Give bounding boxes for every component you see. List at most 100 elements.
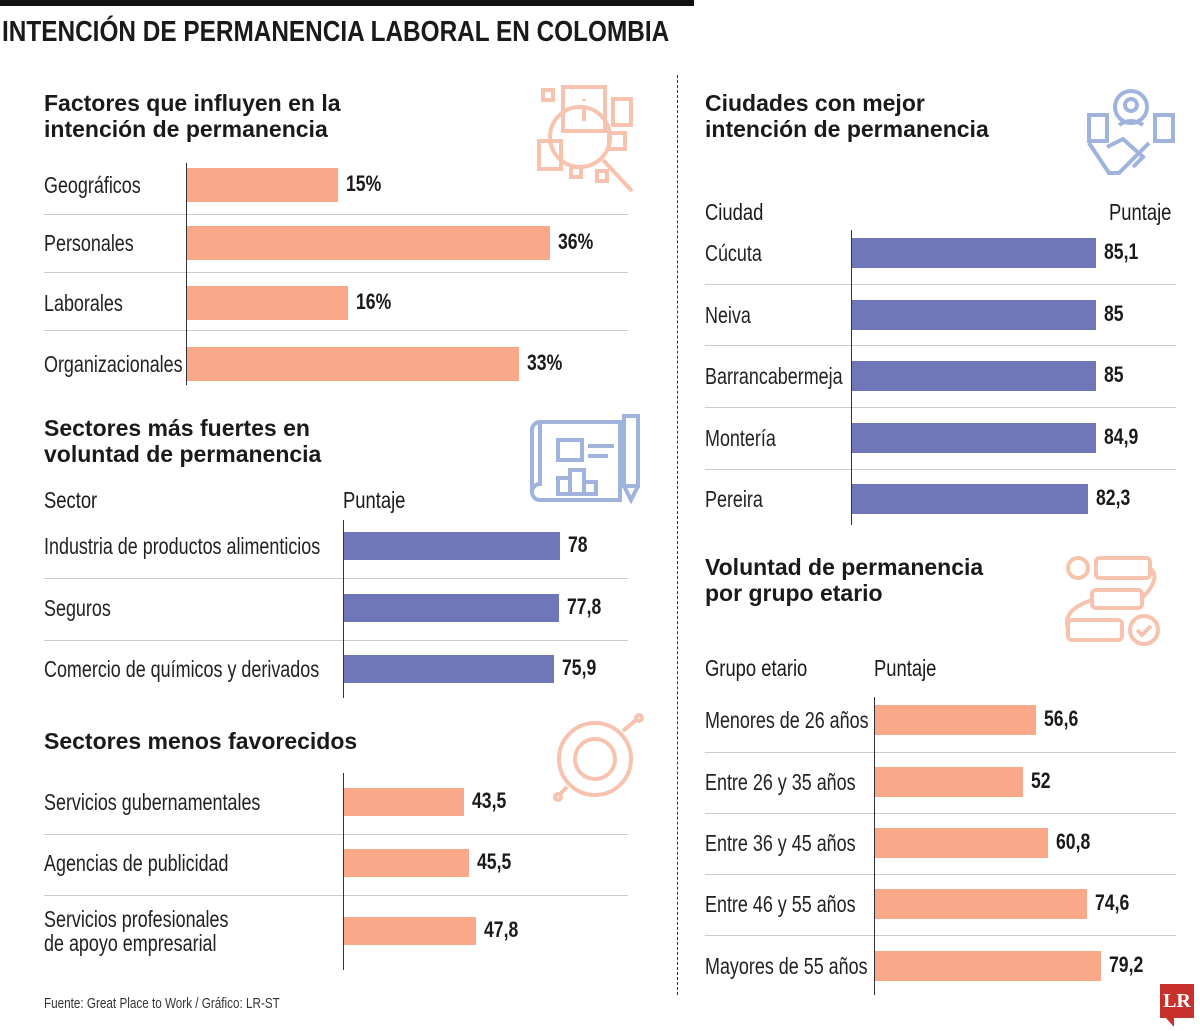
row-separator bbox=[705, 874, 1176, 875]
category-label: Personales bbox=[44, 230, 134, 256]
value-label: 82,3 bbox=[1096, 485, 1131, 510]
row-separator bbox=[44, 640, 628, 641]
lr-logo: LR bbox=[1160, 984, 1194, 1027]
category-label: Agencias de publicidad bbox=[44, 850, 229, 876]
value-label: 47,8 bbox=[483, 917, 519, 942]
top-rule bbox=[0, 0, 694, 6]
bar bbox=[851, 238, 1097, 268]
column-header: Grupo etario bbox=[705, 655, 808, 681]
category-label: Comercio de químicos y derivados bbox=[44, 656, 320, 682]
donut-chart-icon bbox=[553, 713, 644, 802]
column-header: Puntaje bbox=[343, 487, 406, 513]
bar bbox=[874, 889, 1088, 919]
bar bbox=[851, 484, 1089, 514]
blueprint-icon bbox=[530, 414, 640, 504]
category-label: Laborales bbox=[44, 290, 123, 316]
row-separator bbox=[705, 284, 1176, 285]
magnifier-info-icon bbox=[537, 85, 634, 193]
bar bbox=[343, 917, 476, 945]
value-label: 79,2 bbox=[1108, 952, 1143, 977]
value-label: 74,6 bbox=[1095, 890, 1130, 915]
row-separator bbox=[44, 895, 628, 896]
category-label: Cúcuta bbox=[705, 240, 762, 266]
chart-title-line: Sectores menos favorecidos bbox=[44, 728, 358, 754]
column-header: Puntaje bbox=[1109, 199, 1172, 225]
value-label: 15% bbox=[345, 171, 381, 196]
bar bbox=[874, 705, 1036, 735]
value-label: 45,5 bbox=[477, 849, 512, 874]
category-label: Neiva bbox=[705, 302, 751, 328]
bar bbox=[343, 788, 464, 816]
axis-line bbox=[874, 697, 875, 995]
value-label: 85 bbox=[1103, 301, 1124, 326]
page-title: INTENCIÓN DE PERMANENCIA LABORAL EN COLO… bbox=[2, 16, 670, 48]
chart-title-line: Ciudades con mejor bbox=[705, 90, 925, 116]
value-label: 85 bbox=[1103, 362, 1124, 387]
bar bbox=[874, 951, 1101, 981]
chart-title: Ciudades con mejor intención de permanenc… bbox=[705, 90, 989, 142]
category-label: Entre 26 y 35 años bbox=[705, 769, 856, 795]
column-header: Ciudad bbox=[705, 199, 764, 225]
bar bbox=[851, 300, 1096, 330]
value-label: 43,5 bbox=[471, 788, 507, 813]
value-label: 75,9 bbox=[562, 655, 597, 680]
bar bbox=[874, 828, 1048, 858]
row-separator bbox=[44, 272, 628, 273]
row-separator bbox=[44, 214, 628, 215]
bar bbox=[343, 594, 560, 622]
category-label: Montería bbox=[705, 425, 776, 451]
row-separator bbox=[705, 345, 1176, 346]
chart-title-line: intención de permanencia bbox=[705, 116, 989, 142]
chart-title-line: Sectores más fuertes en bbox=[44, 415, 310, 441]
bar bbox=[343, 655, 554, 683]
category-label: Seguros bbox=[44, 595, 111, 621]
value-label: 16% bbox=[355, 289, 391, 314]
category-label: Pereira bbox=[705, 486, 763, 512]
row-separator bbox=[44, 834, 628, 835]
bar bbox=[343, 849, 470, 877]
category-label: Mayores de 55 años bbox=[705, 953, 868, 979]
category-label: Servicios profesionales de apoyo empresa… bbox=[44, 906, 229, 956]
chart-title-line: Factores que influyen en la bbox=[44, 90, 341, 116]
value-label: 52 bbox=[1030, 768, 1051, 793]
value-label: 78 bbox=[567, 532, 588, 557]
row-separator bbox=[705, 813, 1176, 814]
chart-title-line: intención de permanencia bbox=[44, 116, 328, 142]
bar bbox=[851, 423, 1096, 453]
value-label: 36% bbox=[557, 229, 593, 254]
value-label: 60,8 bbox=[1055, 829, 1091, 854]
value-label: 85,1 bbox=[1104, 239, 1139, 264]
bar bbox=[874, 767, 1023, 797]
value-label: 84,9 bbox=[1103, 424, 1138, 449]
column-divider bbox=[677, 75, 678, 995]
row-separator bbox=[705, 407, 1176, 408]
bar bbox=[851, 361, 1096, 391]
row-separator bbox=[705, 752, 1176, 753]
category-label: Menores de 26 años bbox=[705, 707, 869, 733]
row-separator bbox=[705, 935, 1176, 936]
chart-title-line: voluntad de permanencia bbox=[44, 441, 322, 467]
category-label: Industria de productos alimenticios bbox=[44, 533, 321, 559]
source-note: Fuente: Great Place to Work / Gráfico: L… bbox=[44, 995, 280, 1012]
axis-line bbox=[851, 230, 852, 525]
category-label: Entre 36 y 45 años bbox=[705, 830, 856, 856]
handshake-team-icon bbox=[1087, 89, 1175, 175]
column-header: Sector bbox=[44, 487, 98, 513]
chart-title-line: Voluntad de permanencia bbox=[705, 554, 984, 580]
category-label: Organizacionales bbox=[44, 351, 183, 377]
axis-line bbox=[186, 163, 187, 385]
axis-line bbox=[343, 773, 344, 970]
row-separator bbox=[44, 330, 628, 331]
row-separator bbox=[44, 578, 628, 579]
value-label: 56,6 bbox=[1043, 706, 1079, 731]
category-label: Barrancabermeja bbox=[705, 363, 843, 389]
chart-title: Sectores más fuertes en voluntad de perma… bbox=[44, 415, 321, 467]
bar bbox=[186, 347, 520, 381]
bar bbox=[343, 532, 560, 560]
row-separator bbox=[705, 469, 1176, 470]
bar bbox=[186, 226, 550, 260]
category-label: Geográficos bbox=[44, 172, 141, 198]
column-header: Puntaje bbox=[874, 655, 937, 681]
category-label: Servicios gubernamentales bbox=[44, 789, 261, 815]
